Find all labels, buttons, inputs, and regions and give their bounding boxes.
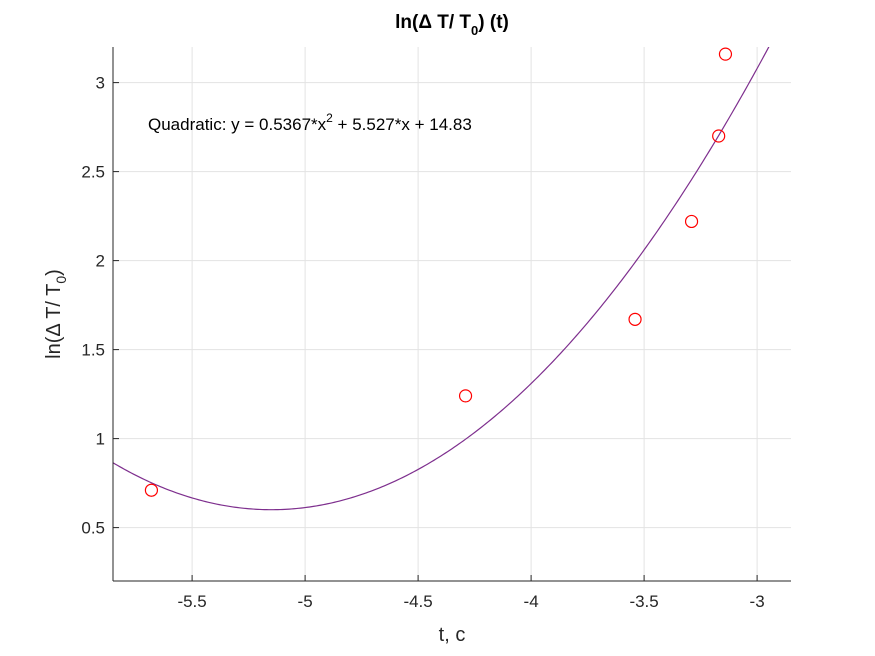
y-tick-label: 1.5	[81, 341, 105, 360]
annotation-superscript: 2	[326, 111, 333, 125]
data-point	[684, 214, 699, 229]
x-tick-label: -5.5	[177, 592, 206, 611]
tick-labels: -5.5 -5 -4.5 -4 -3.5 -3 0.5 1 1.5 2 2.5 3	[81, 74, 764, 611]
plot-background	[113, 47, 791, 581]
fit-layer	[113, 47, 770, 511]
chart-title: ln(Δ T/ T0) (t)	[395, 12, 509, 38]
data-point	[628, 312, 642, 326]
x-axis-label: t, c	[439, 624, 466, 646]
y-tick-label: 0.5	[81, 519, 105, 538]
x-tick-label: -5	[298, 592, 313, 611]
grid	[113, 47, 791, 581]
chart-title-subscript: 0	[471, 23, 478, 38]
y-tick-label: 3	[96, 74, 105, 93]
y-axis-label: ln(Δ T/ T0)	[43, 269, 69, 359]
x-tick-label: -3.5	[629, 592, 658, 611]
annotation-text: Quadratic: y = 0.5367*x2 + 5.527*x + 14.…	[148, 111, 472, 134]
x-tick-label: -3	[750, 592, 765, 611]
data-point	[718, 47, 733, 61]
data-point	[144, 483, 159, 497]
data-point	[712, 129, 726, 143]
y-tick-label: 2.5	[81, 163, 105, 182]
x-tick-label: -4.5	[403, 592, 432, 611]
points-layer	[144, 47, 733, 497]
axes	[112, 47, 791, 582]
x-tick-label: -4	[524, 592, 539, 611]
data-point	[458, 389, 473, 403]
fit-curve	[113, 47, 770, 511]
y-tick-label: 2	[96, 252, 105, 271]
y-axis-label-subscript: 0	[53, 276, 69, 284]
y-tick-label: 1	[96, 430, 105, 449]
